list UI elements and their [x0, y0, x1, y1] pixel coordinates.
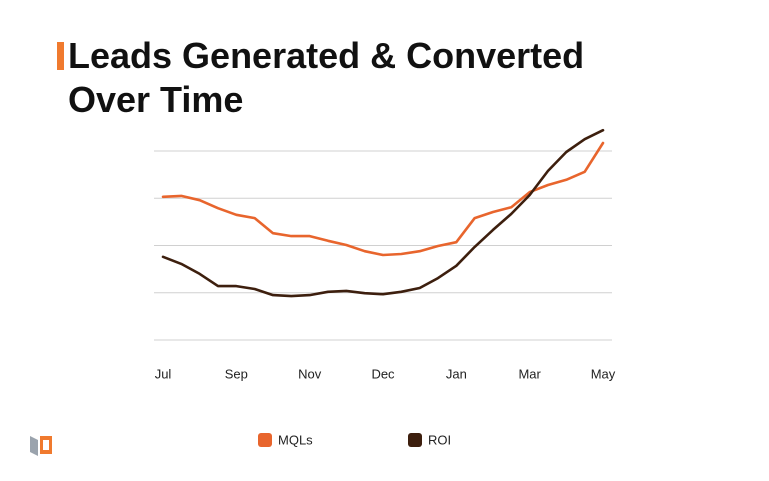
chart-title: Leads Generated & Converted Over Time: [68, 35, 585, 120]
logo: [30, 436, 52, 456]
x-tick-label: May: [591, 366, 616, 381]
legend-swatch: [408, 433, 422, 447]
x-tick-label: Sep: [225, 366, 248, 381]
x-tick-label: Jan: [446, 366, 467, 381]
x-tick-label: Nov: [298, 366, 322, 381]
line-series: [161, 128, 605, 298]
legend-swatch: [258, 433, 272, 447]
legend-label: MQLs: [278, 432, 313, 447]
x-tick-label: Jul: [155, 366, 172, 381]
title-accent: [57, 42, 64, 70]
x-tick-label: Mar: [518, 366, 541, 381]
legend-label: ROI: [428, 432, 451, 447]
x-tick-label: Dec: [371, 366, 395, 381]
line-series: [161, 141, 605, 257]
